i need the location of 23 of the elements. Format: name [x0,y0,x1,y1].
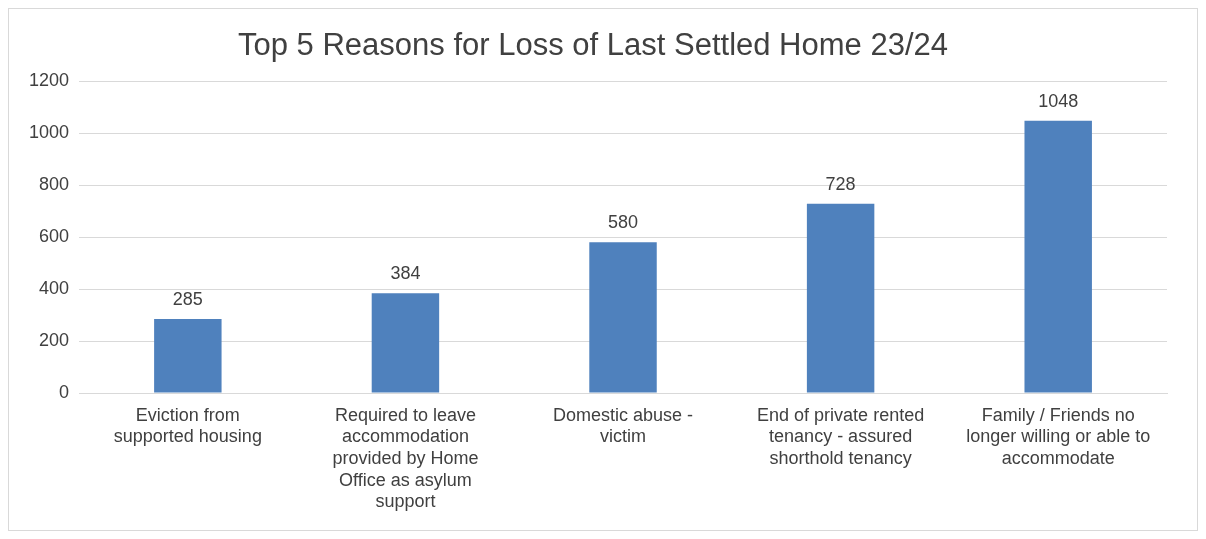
y-tick-label: 400 [39,278,70,299]
y-tick-label: 0 [59,381,70,402]
data-label: 1048 [1038,90,1079,111]
y-tick-label: 1000 [29,122,70,143]
x-tick-label: End of private rented tenancy - assured shorthold tenancy [757,404,925,468]
x-tick-label: Domestic abuse - victim [552,404,694,447]
bar [1024,120,1092,393]
data-label: 384 [390,263,421,284]
y-tick-label: 600 [39,226,70,247]
bar [589,242,657,393]
data-label: 285 [172,288,203,309]
x-tick-label: Required to leave accommodation provided by Home Office as asylum support [332,404,479,512]
bar [371,293,440,393]
bar [806,203,875,393]
bar [154,318,222,393]
y-tick-label: 200 [39,330,70,350]
data-label: 728 [825,173,856,194]
x-tick-label: Eviction from supported housing [113,404,262,447]
y-tick-label: 800 [39,174,70,195]
y-tick-label: 1200 [29,70,70,91]
x-tick-label: Family / Friends no longer willing or able to accommodate [966,404,1151,468]
chart-title: Top 5 Reasons for Loss of Last Settled Home 23/24 [238,27,948,63]
data-label: 580 [608,212,639,233]
